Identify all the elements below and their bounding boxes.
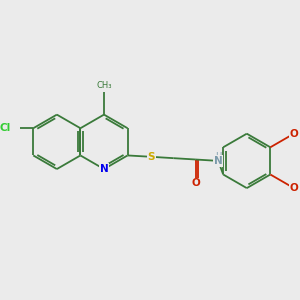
Text: S: S xyxy=(148,152,155,162)
Text: N: N xyxy=(100,164,108,174)
Text: O: O xyxy=(191,178,200,188)
Text: O: O xyxy=(290,129,298,139)
Text: Cl: Cl xyxy=(0,123,11,133)
Text: CH₃: CH₃ xyxy=(96,81,112,90)
Text: N: N xyxy=(214,156,223,166)
Text: O: O xyxy=(290,183,298,193)
Text: H: H xyxy=(216,152,222,161)
